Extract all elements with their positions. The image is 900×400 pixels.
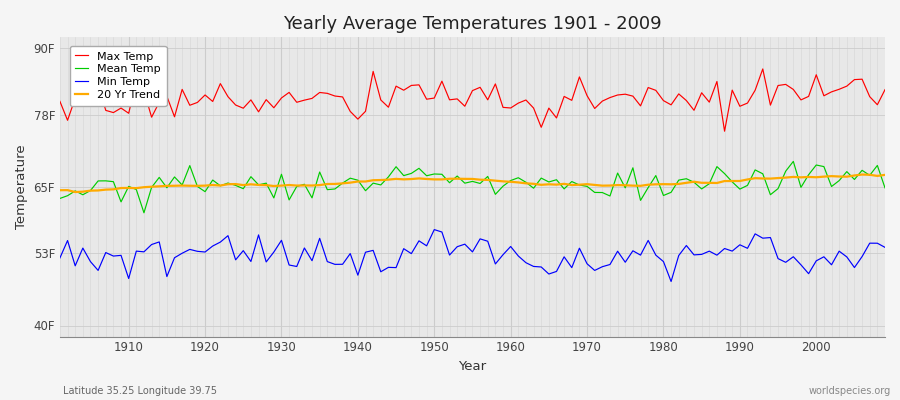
Min Temp [879,245,890,250]
Mean Temp [139,210,149,215]
20 Yr Trend [292,183,302,188]
Max Temp [284,90,294,95]
Line: 20 Yr Trend: 20 Yr Trend [60,174,885,192]
20 Yr Trend [70,190,81,194]
20 Yr Trend [505,179,516,184]
Max Temp [879,87,890,92]
Min Temp [666,279,677,284]
Mean Temp [55,196,66,201]
Line: Max Temp: Max Temp [60,69,885,131]
Min Temp [284,263,294,268]
Min Temp [513,254,524,258]
Max Temp [719,129,730,134]
Max Temp [329,94,340,98]
Max Temp [498,105,508,110]
Min Temp [505,244,516,249]
Mean Temp [338,181,348,186]
Min Temp [429,227,440,232]
Min Temp [55,256,66,260]
X-axis label: Year: Year [458,360,487,373]
Title: Yearly Average Temperatures 1901 - 2009: Yearly Average Temperatures 1901 - 2009 [284,15,662,33]
20 Yr Trend [857,172,868,177]
Mean Temp [605,194,616,198]
Mean Temp [879,186,890,190]
Mean Temp [513,175,524,180]
Mean Temp [292,184,302,189]
Max Temp [55,99,66,104]
Min Temp [115,253,126,258]
Max Temp [758,66,769,71]
20 Yr Trend [55,188,66,193]
Legend: Max Temp, Mean Temp, Min Temp, 20 Yr Trend: Max Temp, Mean Temp, Min Temp, 20 Yr Tre… [69,46,166,106]
Max Temp [115,106,126,110]
Y-axis label: Temperature: Temperature [15,145,28,229]
Mean Temp [115,200,126,204]
20 Yr Trend [123,186,134,190]
20 Yr Trend [605,183,616,188]
Max Temp [505,106,516,110]
Text: worldspecies.org: worldspecies.org [809,386,891,396]
Text: Latitude 35.25 Longitude 39.75: Latitude 35.25 Longitude 39.75 [63,386,217,396]
Mean Temp [788,159,798,164]
Min Temp [329,262,340,267]
Line: Min Temp: Min Temp [60,230,885,282]
Max Temp [597,99,608,104]
20 Yr Trend [338,181,348,186]
Min Temp [605,262,616,267]
Line: Mean Temp: Mean Temp [60,161,885,213]
20 Yr Trend [513,180,524,185]
Mean Temp [505,178,516,183]
20 Yr Trend [879,172,890,177]
